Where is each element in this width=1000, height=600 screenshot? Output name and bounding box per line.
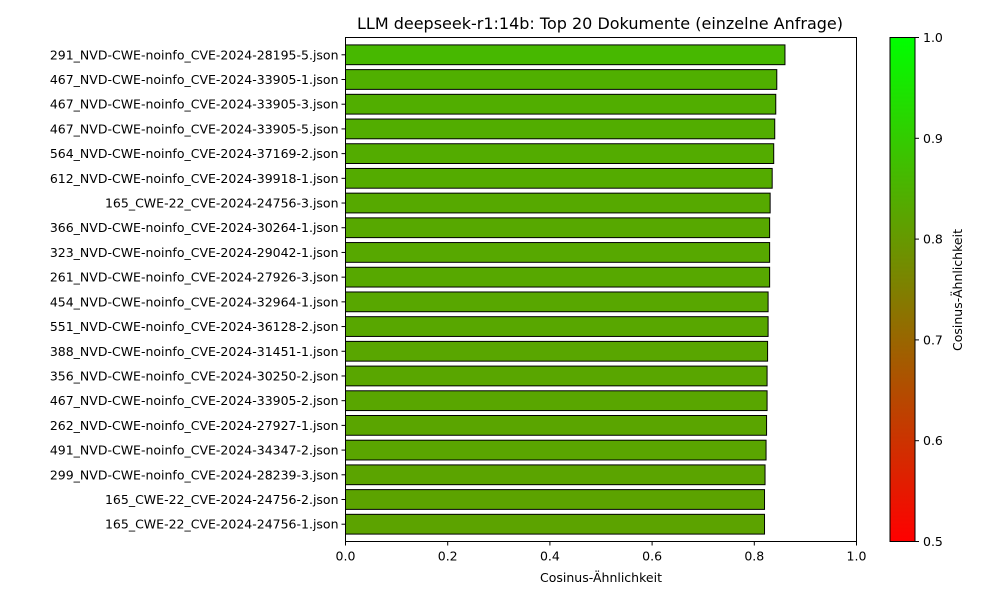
colorbar [889, 37, 916, 542]
bar [345, 69, 778, 90]
x-ticks: 0.0 0.2 0.4 0.6 0.8 1.0 [336, 541, 867, 564]
y-tick-label: 467_NVD-CWE-noinfo_CVE-2024-33905-2.json [50, 393, 339, 408]
y-tick-label: 388_NVD-CWE-noinfo_CVE-2024-31451-1.json [50, 344, 339, 359]
y-tick-label: 612_NVD-CWE-noinfo_CVE-2024-39918-1.json [50, 171, 339, 186]
colorbar-tick-label: 1.0 [923, 30, 943, 45]
bar [345, 93, 777, 115]
y-tick-label: 299_NVD-CWE-noinfo_CVE-2024-28239-3.json [50, 467, 339, 482]
x-tick-label: 0.6 [642, 549, 662, 564]
x-tick-label: 0.8 [744, 549, 764, 564]
x-axis-label: Cosinus-Ähnlichkeit [540, 570, 662, 585]
colorbar-label: Cosinus-Ähnlichkeit [950, 229, 965, 351]
colorbar-ticks: 0.5 0.6 0.7 0.8 0.9 1.0 [915, 30, 943, 549]
y-tick-label: 261_NVD-CWE-noinfo_CVE-2024-27926-3.json [50, 270, 339, 285]
y-tick-label: 454_NVD-CWE-noinfo_CVE-2024-32964-1.json [50, 294, 339, 309]
bar [345, 439, 767, 461]
x-tick-label: 0.4 [540, 549, 560, 564]
colorbar-tick-label: 0.7 [923, 332, 943, 347]
y-tick-label: 262_NVD-CWE-noinfo_CVE-2024-27927-1.json [50, 418, 339, 433]
bar [345, 44, 786, 66]
y-tick-label: 467_NVD-CWE-noinfo_CVE-2024-33905-3.json [50, 97, 339, 112]
y-tick-label: 165_CWE-22_CVE-2024-24756-1.json [105, 517, 339, 532]
bar [345, 266, 771, 288]
colorbar-tick-label: 0.5 [923, 534, 943, 549]
y-tick-label: 356_NVD-CWE-noinfo_CVE-2024-30250-2.json [50, 368, 339, 383]
bar [345, 390, 768, 412]
bar [345, 415, 768, 436]
y-tick-label: 551_NVD-CWE-noinfo_CVE-2024-36128-2.json [50, 319, 339, 334]
y-tick-label: 165_CWE-22_CVE-2024-24756-2.json [105, 492, 339, 507]
bar [345, 316, 769, 337]
y-tick-label: 467_NVD-CWE-noinfo_CVE-2024-33905-1.json [50, 72, 339, 87]
colorbar-tick-label: 0.8 [923, 232, 943, 247]
bar [345, 340, 769, 362]
y-tick-label: 323_NVD-CWE-noinfo_CVE-2024-29042-1.json [50, 245, 339, 260]
bar [345, 291, 769, 313]
y-tick-label: 366_NVD-CWE-noinfo_CVE-2024-30264-1.json [50, 220, 339, 235]
plot-frame [345, 37, 857, 542]
bar [345, 513, 766, 535]
colorbar-tick-label: 0.9 [923, 131, 943, 146]
bar [345, 167, 773, 189]
colorbar-tick-label: 0.6 [923, 433, 943, 448]
bars-group [345, 44, 786, 535]
bar [345, 464, 766, 486]
x-tick-label: 0.0 [336, 549, 356, 564]
x-tick-label: 1.0 [847, 549, 867, 564]
y-tick-label: 165_CWE-22_CVE-2024-24756-3.json [105, 196, 339, 211]
y-tick-labels: 291_NVD-CWE-noinfo_CVE-2024-28195-5.json… [50, 47, 346, 532]
y-tick-label: 564_NVD-CWE-noinfo_CVE-2024-37169-2.json [50, 146, 339, 161]
bar [345, 217, 771, 239]
y-tick-label: 467_NVD-CWE-noinfo_CVE-2024-33905-5.json [50, 121, 339, 136]
bar [345, 365, 768, 387]
y-tick-label: 291_NVD-CWE-noinfo_CVE-2024-28195-5.json [50, 47, 339, 62]
y-tick-label: 491_NVD-CWE-noinfo_CVE-2024-34347-2.json [50, 443, 339, 458]
chart-title: LLM deepseek-r1:14b: Top 20 Dokumente (e… [357, 14, 843, 33]
x-tick-label: 0.2 [438, 549, 458, 564]
bar [345, 242, 771, 263]
bar [345, 192, 771, 214]
bar [345, 118, 776, 140]
bar [345, 143, 775, 164]
bar [345, 489, 766, 510]
